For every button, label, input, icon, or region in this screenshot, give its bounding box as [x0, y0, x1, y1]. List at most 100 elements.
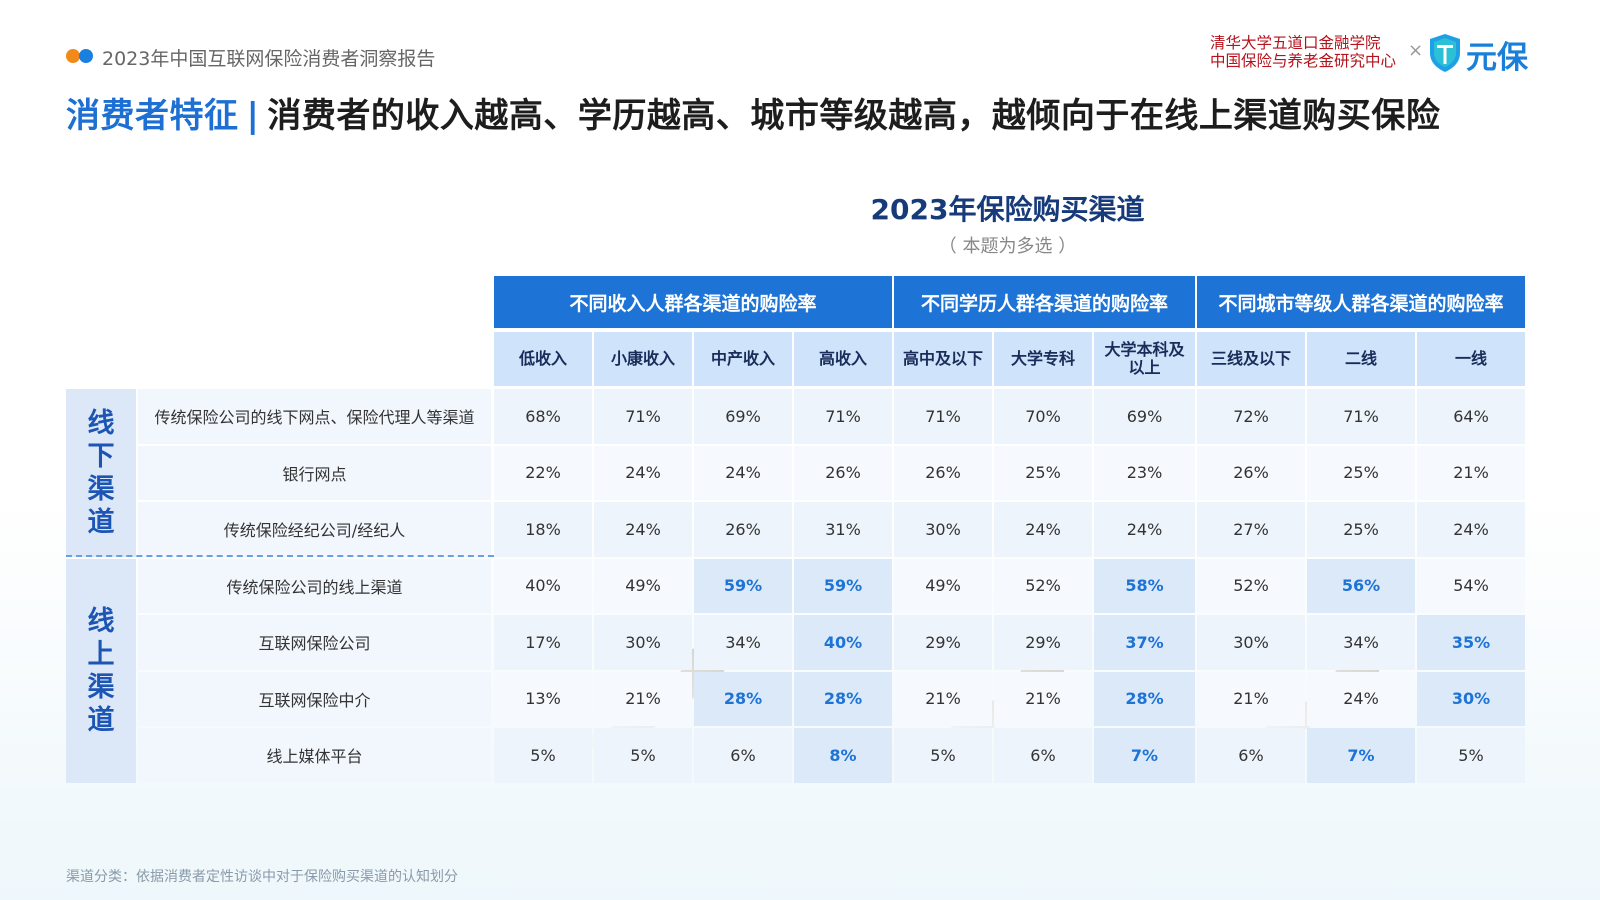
- group-header: 不同收入人群各渠道的购险率: [494, 276, 892, 328]
- table-cell: 34%: [694, 615, 792, 670]
- table-cell: 6%: [1197, 728, 1305, 783]
- column-header: 一线: [1417, 332, 1525, 386]
- partner-logos: 清华大学五道口金融学院 中国保险与养老金研究中心 × 元保: [1210, 34, 1540, 76]
- table-cell: 28%: [694, 671, 792, 726]
- table-cell: 30%: [1197, 615, 1305, 670]
- table-cell: 56%: [1307, 558, 1415, 613]
- column-header: 低收入: [494, 332, 592, 386]
- table-cell: 13%: [494, 671, 592, 726]
- table-cell: 34%: [1307, 615, 1415, 670]
- table-cell: 35%: [1417, 615, 1525, 670]
- headline-separator: |: [246, 96, 260, 136]
- table-cell: 22%: [494, 445, 592, 500]
- table-cell: 69%: [1094, 389, 1195, 444]
- table-cell: 24%: [1417, 502, 1525, 557]
- table-cell: 24%: [994, 502, 1092, 557]
- column-header: 高中及以下: [894, 332, 992, 386]
- table-cell: 8%: [794, 728, 892, 783]
- table-cell: 18%: [494, 502, 592, 557]
- shield-icon: [1430, 34, 1460, 72]
- table-cell: 24%: [594, 445, 692, 500]
- table-cell: 59%: [694, 558, 792, 613]
- column-header: 小康收入: [594, 332, 692, 386]
- table-subtitle: （ 本题为多选 ）: [938, 236, 1077, 257]
- section-label-offline: 线下渠道: [66, 389, 136, 557]
- group-header: 不同城市等级人群各渠道的购险率: [1197, 276, 1525, 328]
- group-header: 不同学历人群各渠道的购险率: [894, 276, 1195, 328]
- table-cell: 69%: [694, 389, 792, 444]
- table-cell: 68%: [494, 389, 592, 444]
- table-cell: 71%: [894, 389, 992, 444]
- column-header: 大学本科及以上: [1094, 332, 1195, 386]
- table-cell: 52%: [994, 558, 1092, 613]
- table-cell: 24%: [694, 445, 792, 500]
- footnote: 渠道分类：依据消费者定性访谈中对于保险购买渠道的认知划分: [66, 869, 458, 885]
- table-cell: 7%: [1307, 728, 1415, 783]
- table-cell: 27%: [1197, 502, 1305, 557]
- column-header: 二线: [1307, 332, 1415, 386]
- row-label: 线上媒体平台: [138, 728, 491, 783]
- table-cell: 58%: [1094, 558, 1195, 613]
- table-cell: 21%: [1417, 445, 1525, 500]
- table-cell: 30%: [894, 502, 992, 557]
- table-cell: 21%: [594, 671, 692, 726]
- table-cell: 26%: [694, 502, 792, 557]
- table-cell: 64%: [1417, 389, 1525, 444]
- table-cell: 25%: [1307, 445, 1415, 500]
- section-divider: [66, 555, 494, 557]
- table-cell: 25%: [1307, 502, 1415, 557]
- table-cell: 37%: [1094, 615, 1195, 670]
- institution-line1: 清华大学五道口金融学院: [1210, 34, 1381, 52]
- table-cell: 21%: [994, 671, 1092, 726]
- brand-dots: [66, 49, 96, 63]
- section-label-online: 线上渠道: [66, 558, 136, 783]
- table-cell: 52%: [1197, 558, 1305, 613]
- page-headline: 消费者特征 | 消费者的收入越高、学历越高、城市等级越高，越倾向于在线上渠道购买保险: [66, 88, 1440, 137]
- table-cell: 17%: [494, 615, 592, 670]
- table-cell: 26%: [794, 445, 892, 500]
- column-header: 中产收入: [694, 332, 792, 386]
- row-label: 银行网点: [138, 445, 491, 500]
- table-cell: 54%: [1417, 558, 1525, 613]
- row-label: 传统保险公司的线下网点、保险代理人等渠道: [138, 389, 491, 444]
- row-label: 互联网保险中介: [138, 671, 491, 726]
- table-cell: 26%: [1197, 445, 1305, 500]
- table-cell: 30%: [594, 615, 692, 670]
- table-cell: 71%: [1307, 389, 1415, 444]
- table-cell: 49%: [894, 558, 992, 613]
- table-cell: 5%: [894, 728, 992, 783]
- table-cell: 5%: [594, 728, 692, 783]
- table-cell: 29%: [894, 615, 992, 670]
- table-cell: 5%: [1417, 728, 1525, 783]
- table-cell: 40%: [794, 615, 892, 670]
- institution-logo: 清华大学五道口金融学院 中国保险与养老金研究中心: [1210, 34, 1396, 70]
- table-cell: 40%: [494, 558, 592, 613]
- table-cell: 21%: [894, 671, 992, 726]
- table-cell: 28%: [1094, 671, 1195, 726]
- table-cell: 72%: [1197, 389, 1305, 444]
- table-cell: 21%: [1197, 671, 1305, 726]
- table-cell: 30%: [1417, 671, 1525, 726]
- column-header: 三线及以下: [1197, 332, 1305, 386]
- table-cell: 26%: [894, 445, 992, 500]
- table-cell: 31%: [794, 502, 892, 557]
- table-cell: 71%: [794, 389, 892, 444]
- headline-text: 消费者的收入越高、学历越高、城市等级越高，越倾向于在线上渠道购买保险: [267, 96, 1441, 136]
- column-header: 大学专科: [994, 332, 1092, 386]
- row-label: 互联网保险公司: [138, 615, 491, 670]
- table-cell: 25%: [994, 445, 1092, 500]
- orange-dot: [66, 49, 80, 63]
- column-header: 高收入: [794, 332, 892, 386]
- table-cell: 7%: [1094, 728, 1195, 783]
- times-sign: ×: [1408, 40, 1424, 61]
- report-title: 2023年中国互联网保险消费者洞察报告: [102, 48, 436, 70]
- table-cell: 23%: [1094, 445, 1195, 500]
- table-cell: 5%: [494, 728, 592, 783]
- table-cell: 71%: [594, 389, 692, 444]
- table-cell: 70%: [994, 389, 1092, 444]
- row-label: 传统保险公司的线上渠道: [138, 558, 491, 613]
- table-cell: 6%: [994, 728, 1092, 783]
- table-cell: 24%: [1307, 671, 1415, 726]
- table-cell: 49%: [594, 558, 692, 613]
- table-cell: 29%: [994, 615, 1092, 670]
